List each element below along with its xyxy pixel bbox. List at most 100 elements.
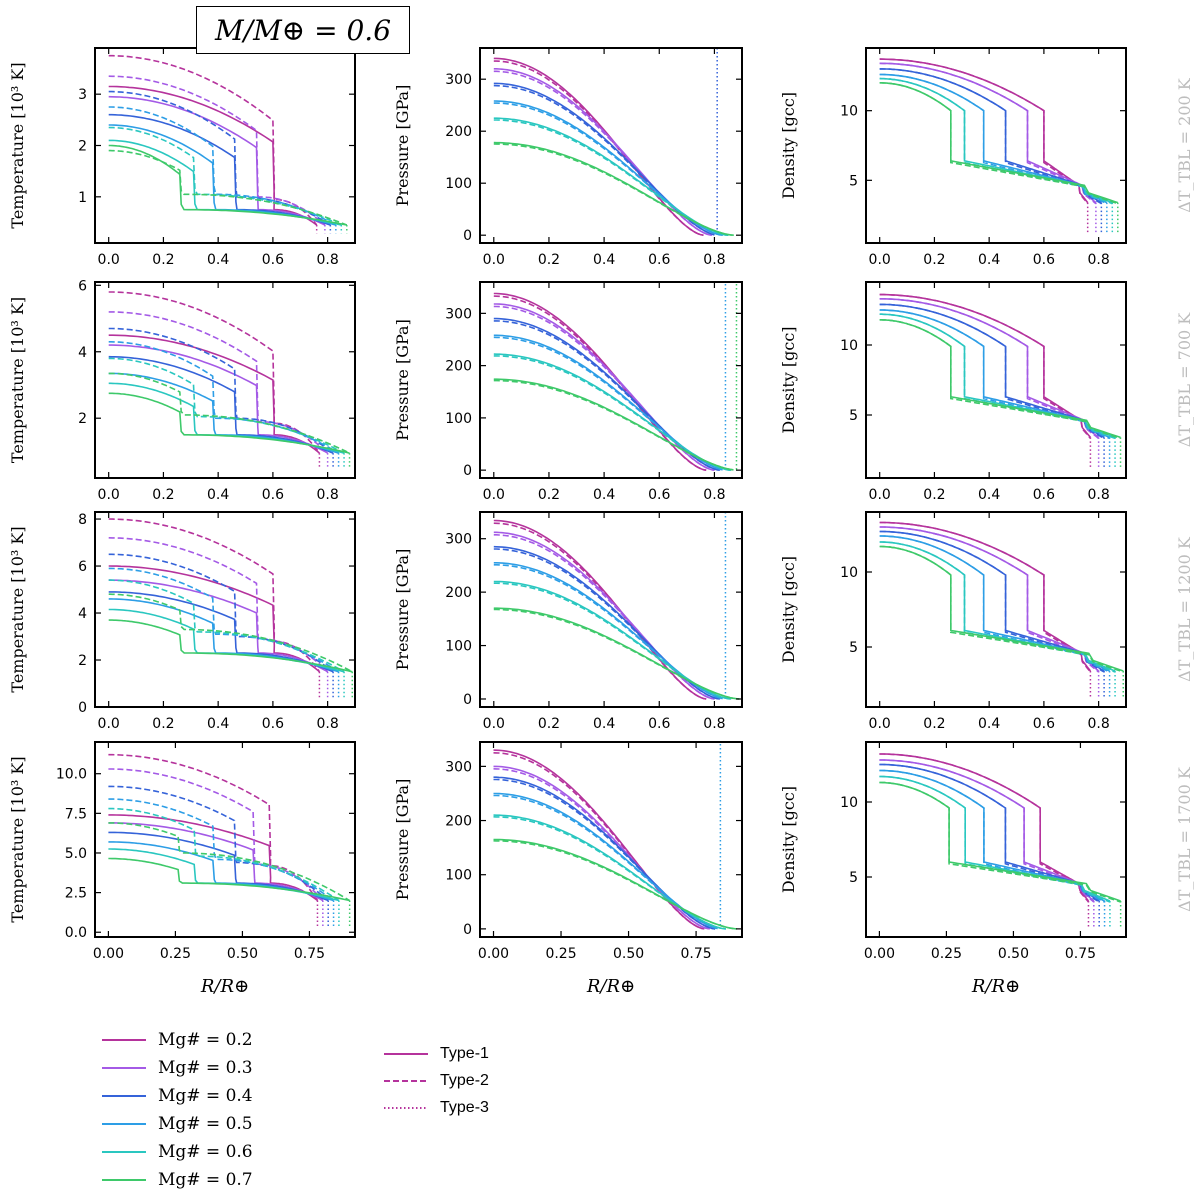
series-line-mg0.7-type1 [879, 319, 1121, 439]
panel-3-1: 0.00 0.25 0.50 0.75 0 100 200 300 Pressure [GPa]… [393, 741, 743, 997]
x-tick-label: 0.25 [545, 946, 576, 962]
y-tick-label: 2.5 [65, 886, 87, 902]
series-line-mg0.3-type2 [493, 768, 710, 930]
row-label: ΔT_TBL = 700 K [1175, 312, 1194, 447]
series-line-mg0.5-type2 [879, 769, 1105, 903]
legend-label: Mg# = 0.6 [158, 1142, 253, 1162]
series-line-mg0.7-type1 [879, 82, 1119, 204]
legend-swatch [102, 1067, 146, 1069]
series-line-mg0.6-type1 [493, 353, 732, 471]
series-line-mg0.5-type2 [108, 798, 335, 902]
y-axis-label: Pressure [GPa] [393, 779, 412, 901]
series-group [108, 518, 354, 698]
panel-3-0: 0.00 0.25 0.50 0.75 0.0 2.5 5.0 7.5 10.0 Temperat… [8, 741, 356, 997]
series-line-mg0.6-type1 [493, 117, 729, 236]
y-tick-label: 4 [78, 345, 87, 361]
series-line-mg0.7-type1 [879, 545, 1124, 672]
series-line-mg0.4-type2 [493, 320, 721, 471]
series-group [108, 54, 348, 234]
panel-1-1: 0.0 0.2 0.4 0.6 0.8 0 100 200 300 Pressure [GPa] [393, 281, 743, 503]
legend-swatch [384, 1107, 428, 1109]
row-label: ΔT_TBL = 1200 K [1175, 536, 1194, 682]
y-tick-label: 200 [445, 124, 472, 140]
x-tick-label: 0.2 [923, 487, 945, 503]
x-tick-label: 0.8 [1087, 252, 1109, 268]
series-group [879, 753, 1122, 928]
y-tick-label: 2 [78, 139, 87, 155]
x-tick-label: 0.00 [93, 946, 124, 962]
x-tick-label: 0.75 [1065, 946, 1096, 962]
y-tick-label: 5 [849, 640, 858, 656]
x-tick-label: 0.0 [869, 252, 891, 268]
x-tick-label: 0.6 [1033, 716, 1055, 732]
x-tick-label: 0.4 [978, 716, 1000, 732]
series-line-mg0.4-type2 [879, 530, 1105, 673]
legend-label: Mg# = 0.5 [158, 1114, 253, 1134]
series-line-mg0.7-type2 [493, 379, 734, 471]
series-group [879, 58, 1119, 234]
legend-swatch [102, 1151, 146, 1153]
x-tick-label: 0.8 [316, 716, 338, 732]
series-line-mg0.7-type1 [493, 607, 740, 700]
series-line-mg0.5-type1 [493, 792, 718, 930]
y-tick-label: 10.0 [56, 767, 87, 783]
y-tick-label: 200 [445, 814, 472, 830]
panel-0-0: 0.0 0.2 0.4 0.6 0.8 1 2 3 Temperature [10³ K] [8, 47, 356, 268]
series-group [108, 753, 351, 928]
panel-2-2: 0.0 0.2 0.4 0.6 0.8 5 10 Density [gcc] ΔT_TBL = … [779, 511, 1194, 732]
x-tick-label: 0.0 [869, 716, 891, 732]
x-tick-label: 0.4 [978, 252, 1000, 268]
y-axis-label: Pressure [GPa] [393, 319, 412, 441]
legend-label: Mg# = 0.2 [158, 1030, 253, 1050]
y-tick-label: 0.0 [65, 925, 87, 941]
series-line-mg0.4-type2 [108, 553, 334, 673]
axes-frame [865, 281, 1127, 479]
x-tick-label: 0.6 [648, 252, 670, 268]
y-tick-label: 200 [445, 585, 472, 601]
axes-frame [479, 47, 743, 244]
x-tick-label: 0.8 [703, 716, 725, 732]
legend-item-type: Type-2 [382, 1072, 489, 1090]
series-line-mg0.5-type1 [493, 334, 723, 471]
y-tick-label: 0 [463, 228, 472, 244]
y-tick-label: 0 [463, 922, 472, 938]
x-tick-label: 0.2 [538, 252, 560, 268]
x-tick-label: 0.8 [703, 252, 725, 268]
y-tick-label: 100 [445, 868, 472, 884]
series-line-mg0.5-type1 [493, 562, 723, 700]
series-line-mg0.6-type1 [493, 814, 726, 930]
y-tick-label: 0 [463, 692, 472, 708]
y-tick-label: 300 [445, 759, 472, 775]
legend-item-type: Type-1 [382, 1045, 489, 1063]
x-tick-label: 0.0 [869, 487, 891, 503]
y-tick-label: 6 [78, 278, 87, 294]
series-line-mg0.6-type2 [108, 579, 345, 673]
figure-title: M/M⊕ = 0.6 [196, 6, 410, 54]
series-line-mg0.2-type2 [879, 521, 1092, 673]
x-tick-label: 0.2 [152, 252, 174, 268]
series-line-mg0.4-type1 [879, 68, 1102, 204]
x-tick-label: 0.75 [680, 946, 711, 962]
x-tick-label: 0.2 [923, 716, 945, 732]
series-line-mg0.7-type2 [108, 593, 353, 673]
y-axis-label: Density [gcc] [779, 786, 798, 893]
y-tick-label: 1 [78, 190, 87, 206]
axes-frame [865, 47, 1127, 244]
y-axis-label: Density [gcc] [779, 92, 798, 199]
x-axis-label: R/R⊕ [586, 976, 635, 997]
y-tick-label: 2 [78, 411, 87, 427]
axes-frame [94, 47, 356, 244]
x-tick-label: 0.4 [593, 252, 615, 268]
legend-swatch [384, 1080, 428, 1082]
axes-frame [479, 511, 743, 708]
legend-item-mg: Mg# = 0.6 [100, 1142, 253, 1162]
x-tick-label: 0.75 [294, 946, 325, 962]
x-tick-label: 0.8 [1087, 487, 1109, 503]
legend-item-type: Type-3 [382, 1099, 489, 1117]
series-group [493, 512, 740, 700]
x-axis-label: R/R⊕ [200, 976, 249, 997]
panel-1-0: 0.0 0.2 0.4 0.6 0.8 2 4 6 Temperature [10³ K] [8, 278, 356, 503]
legend-label: Mg# = 0.3 [158, 1058, 253, 1078]
row-label: ΔT_TBL = 200 K [1175, 77, 1194, 212]
